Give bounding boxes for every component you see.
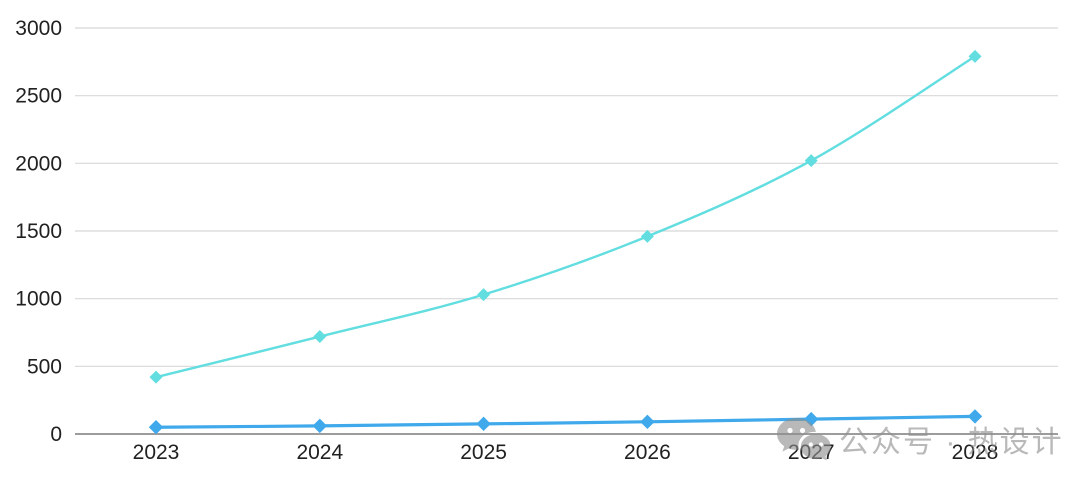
x-axis-tick-label: 2024 — [296, 441, 343, 464]
data-point-marker-upper-turquoise-series — [149, 370, 163, 384]
data-point-marker-upper-turquoise-series — [477, 288, 491, 302]
x-axis-tick-label: 2027 — [788, 441, 835, 464]
x-axis-tick-label: 2028 — [952, 441, 999, 464]
data-point-marker-lower-blue-series — [640, 414, 655, 430]
data-point-marker-upper-turquoise-series — [313, 330, 327, 344]
x-axis-tick-label: 2026 — [624, 441, 671, 464]
y-axis-tick-label: 2500 — [15, 85, 62, 108]
data-point-marker-lower-blue-series — [967, 409, 983, 424]
y-axis-tick-label: 3000 — [15, 17, 62, 40]
y-axis-tick-label: 1500 — [15, 220, 62, 243]
data-point-marker-upper-turquoise-series — [640, 229, 654, 243]
data-point-marker-lower-blue-series — [476, 416, 491, 432]
series-line-upper-turquoise-series — [154, 55, 977, 379]
y-axis-tick-label: 1000 — [15, 288, 62, 311]
y-axis-tick-label: 0 — [50, 423, 62, 446]
data-point-marker-upper-turquoise-series — [804, 154, 818, 168]
x-axis-tick-label: 2025 — [460, 441, 507, 464]
data-point-marker-upper-turquoise-series — [968, 49, 982, 63]
series-line-lower-blue-series — [154, 414, 977, 429]
data-point-marker-lower-blue-series — [804, 411, 819, 427]
x-axis-tick-label: 2023 — [133, 441, 180, 464]
data-point-marker-lower-blue-series — [148, 420, 164, 435]
data-point-marker-lower-blue-series — [312, 418, 327, 434]
y-axis-tick-label: 2000 — [15, 152, 62, 175]
y-axis-tick-label: 500 — [27, 355, 62, 378]
